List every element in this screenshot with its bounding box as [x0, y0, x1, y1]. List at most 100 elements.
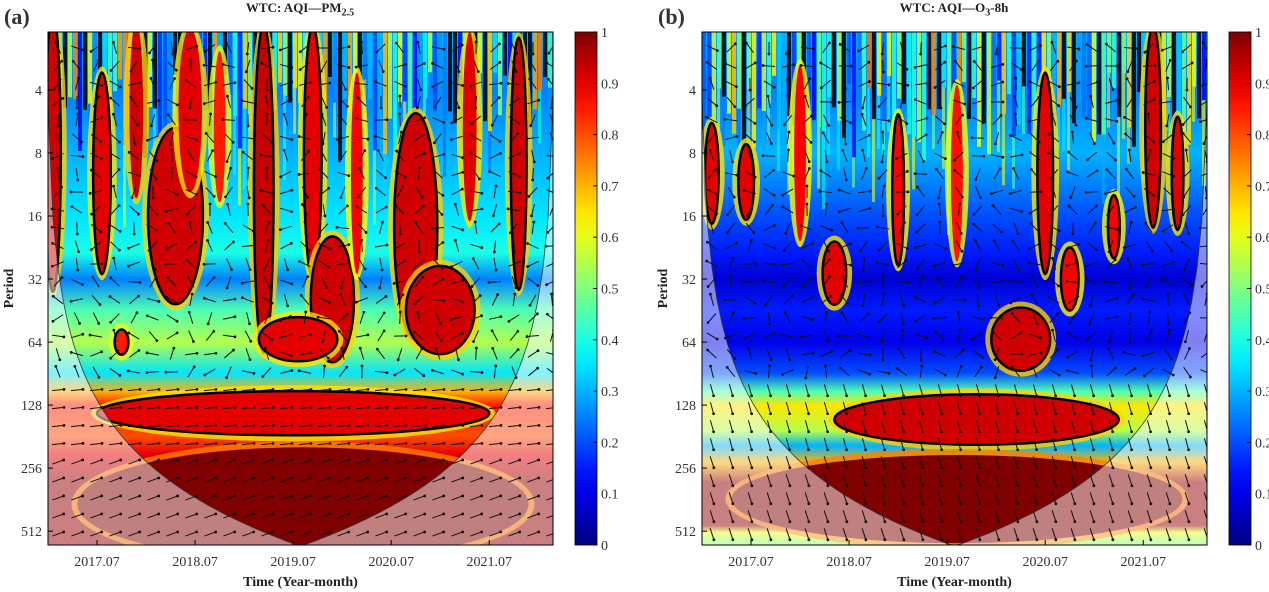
phase-arrowhead — [1092, 448, 1096, 452]
phase-arrow — [474, 221, 478, 235]
phase-arrowhead — [133, 142, 137, 146]
phase-arrowhead — [499, 388, 503, 391]
phase-arrowhead — [360, 364, 364, 368]
phase-arrow — [917, 186, 925, 198]
phase-arrow — [527, 513, 539, 519]
phase-arrow — [747, 402, 753, 414]
phase-arrowhead — [187, 310, 191, 314]
phase-arrowhead — [1035, 538, 1039, 542]
phase-arrow — [785, 456, 791, 468]
phase-arrow — [727, 186, 735, 198]
phase-arrowhead — [203, 50, 207, 53]
phase-arrowhead — [906, 281, 910, 285]
phase-arrowhead — [323, 364, 326, 368]
phase-arrow — [767, 96, 771, 108]
phase-arrow — [1165, 528, 1171, 540]
phase-arrow — [937, 438, 943, 450]
phase-arrowhead — [712, 412, 716, 416]
phase-arrowhead — [978, 538, 982, 542]
phase-arrowhead — [959, 448, 963, 452]
phase-arrowhead — [1028, 80, 1031, 83]
coherence-stripe — [807, 32, 811, 111]
phase-arrow — [820, 170, 832, 178]
phase-arrowhead — [265, 88, 269, 92]
phase-arrow — [1070, 474, 1076, 486]
phase-arrow — [205, 187, 215, 197]
phase-arrow — [526, 406, 540, 410]
phase-arrowhead — [864, 484, 868, 488]
phase-arrowhead — [1050, 40, 1054, 44]
phase-arrow — [416, 96, 422, 108]
phase-arrow — [880, 456, 886, 468]
phase-arrowhead — [1111, 466, 1115, 470]
phase-arrow — [432, 117, 444, 123]
coherence-stripe — [907, 32, 911, 135]
phase-arrow — [1146, 150, 1152, 162]
phase-arrowhead — [537, 388, 541, 391]
phase-arrowhead — [953, 158, 957, 162]
phase-arrowhead — [773, 263, 777, 266]
phase-arrowhead — [221, 63, 225, 66]
phase-arrow — [747, 420, 753, 432]
phase-arrowhead — [1128, 340, 1132, 344]
phase-arrowhead — [769, 484, 773, 488]
coherence-stripe — [378, 32, 382, 121]
phase-arrow — [1105, 297, 1117, 303]
phase-arrowhead — [933, 86, 937, 89]
phase-arrowhead — [944, 247, 947, 250]
phase-arrowhead — [1028, 211, 1032, 215]
phase-arrowhead — [1031, 275, 1035, 278]
phase-arrowhead — [974, 268, 978, 272]
y-tick-label: 32 — [28, 273, 42, 288]
phase-arrow — [820, 351, 832, 357]
phase-arrowhead — [997, 538, 1001, 542]
phase-arrow — [1089, 438, 1095, 450]
phase-arrowhead — [469, 151, 473, 155]
phase-arrow — [470, 495, 482, 501]
phase-arrowhead — [972, 86, 975, 90]
coherence-stripe — [1117, 116, 1120, 199]
phase-arrow — [843, 78, 847, 90]
phase-arrow — [56, 167, 60, 181]
phase-arrowhead — [1009, 301, 1013, 305]
phase-arrow — [52, 261, 64, 267]
phase-arrow — [899, 222, 905, 234]
phase-arrowhead — [138, 458, 142, 462]
phase-arrowhead — [112, 328, 116, 332]
phase-arrow — [762, 65, 776, 67]
phase-arrow — [766, 456, 772, 468]
significant-region — [1143, 32, 1163, 229]
phase-arrow — [994, 438, 1000, 450]
phase-arrowhead — [1183, 268, 1186, 271]
phase-arrowhead — [307, 149, 311, 153]
phase-arrow — [782, 277, 794, 287]
colorbar-tick-label: 0.1 — [601, 488, 619, 503]
phase-arrow — [451, 153, 463, 159]
phase-arrowhead — [963, 298, 967, 302]
phase-arrow — [1013, 528, 1019, 540]
phase-arrowhead — [135, 123, 139, 127]
phase-arrow — [1086, 261, 1098, 267]
phase-arrow — [128, 350, 140, 358]
phase-arrow — [1029, 206, 1041, 214]
phase-arrow — [899, 384, 905, 396]
phase-arrow — [508, 261, 520, 267]
phase-arrow — [975, 258, 981, 270]
phase-arrow — [528, 187, 538, 197]
phase-arrowhead — [750, 448, 754, 452]
phase-arrow — [283, 150, 289, 162]
phase-arrow — [169, 78, 175, 90]
phase-arrow — [783, 114, 793, 126]
phase-arrowhead — [155, 213, 159, 216]
phase-arrow — [1070, 186, 1076, 198]
phase-arrowhead — [337, 329, 341, 333]
phase-arrowhead — [733, 105, 737, 109]
phase-arrowhead — [807, 484, 811, 488]
phase-arrowhead — [449, 138, 453, 142]
phase-arrowhead — [848, 121, 852, 125]
coherence-stripe — [1107, 72, 1110, 128]
phase-arrow — [489, 152, 501, 160]
phase-arrowhead — [172, 346, 176, 350]
phase-arrowhead — [868, 80, 871, 83]
phase-arrow — [1106, 169, 1116, 179]
